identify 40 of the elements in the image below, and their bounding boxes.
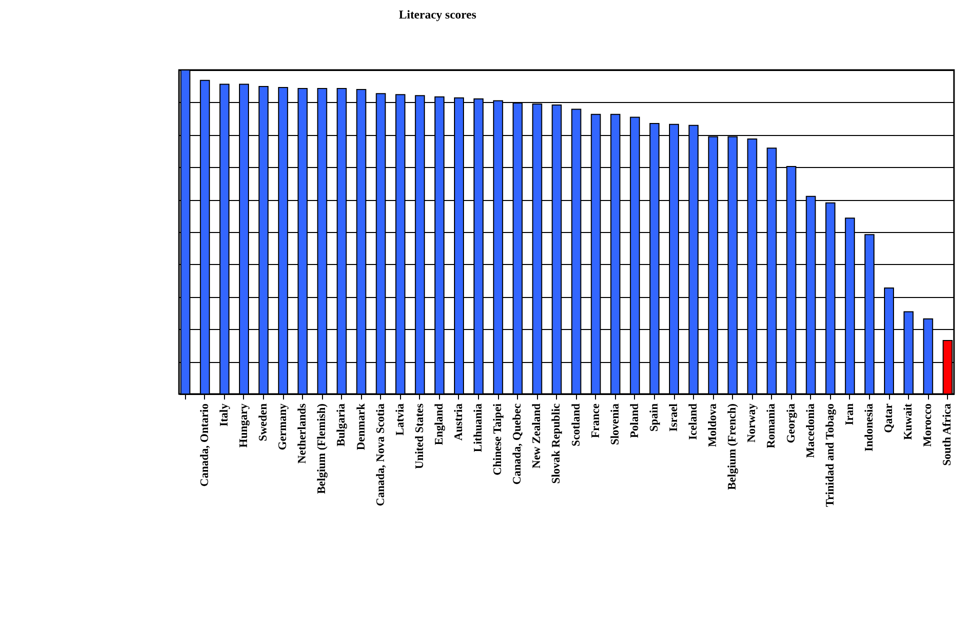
x-tick-label: Spain — [648, 402, 660, 432]
x-tick-label: Belgium (French) — [726, 403, 739, 490]
x-tick-label: Iran — [844, 402, 856, 426]
x-tick-label: France — [590, 404, 602, 438]
x-tick-label: Romania — [766, 403, 778, 448]
x-tick-label: Bulgaria — [336, 403, 348, 446]
x-tick-label: England — [433, 402, 446, 446]
x-tick-label: Morocco — [922, 403, 934, 447]
x-tick-label: Latvia — [394, 403, 406, 436]
x-tick-label: Hungary — [238, 403, 250, 448]
x-tick-label: Poland — [628, 402, 641, 438]
x-tick-label: Norway — [746, 403, 758, 442]
x-tick-label: New Zealand — [531, 402, 544, 468]
x-tick-label: Italy — [218, 403, 230, 426]
x-tick-label: Qatar — [883, 404, 896, 433]
x-tick-label: United States — [414, 402, 426, 469]
x-tick-label: Slovenia — [609, 403, 622, 446]
x-tick-label: Indonesia — [863, 403, 876, 452]
x-tick-label: Scotland — [570, 402, 582, 446]
x-tick-label: Austria — [452, 403, 465, 441]
x-tick-label: Slovak Republic — [550, 404, 563, 484]
x-tick-label: Canada, Ontario — [198, 403, 211, 487]
x-tick-label: South Africa — [942, 403, 954, 466]
x-tick-label: Chinese Taipei — [492, 402, 504, 476]
x-tick-label: Germany — [277, 403, 290, 450]
x-tick-label: Belgium (Flemish) — [316, 403, 328, 494]
x-tick-label: Canada, Nova Scotia — [374, 403, 387, 506]
x-tick-label: Georgia — [785, 403, 798, 444]
x-tick-label: Kuwait — [902, 403, 915, 440]
x-tick-label: Canada, Quebec — [512, 404, 524, 485]
x-tick-label: Macedonia — [804, 403, 817, 458]
x-tick-label: Netherlands — [296, 402, 309, 464]
x-tick-label: Lithuania — [472, 403, 485, 452]
x-tick-label: Sweden — [258, 402, 270, 442]
x-tick-label: Israel — [668, 404, 680, 432]
x-tick-label: Moldova — [707, 403, 720, 447]
chart-title: Literacy scores — [398, 8, 477, 22]
x-tick-label: Iceland — [688, 402, 700, 440]
x-tick-label: Denmark — [355, 402, 368, 450]
x-tick-label: Trinidad and Tobago — [824, 403, 836, 507]
